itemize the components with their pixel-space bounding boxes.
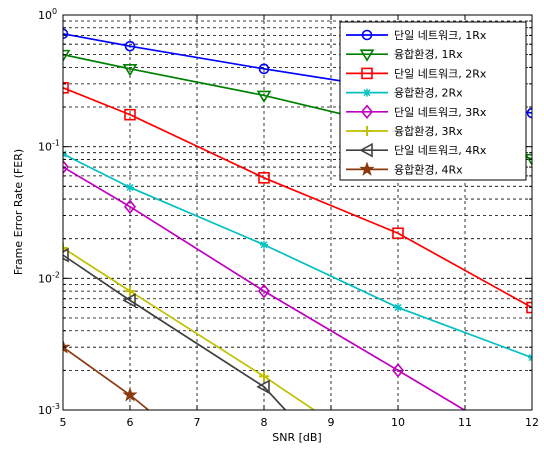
data-point: [526, 301, 532, 314]
legend-marker: [359, 49, 375, 62]
legend-item: 단일 네트워크, 4Rx: [346, 142, 487, 158]
series-3: [63, 81, 532, 314]
plot-frame: [62, 14, 533, 411]
series-4: [63, 149, 532, 362]
legend-label: 융합환경, 4Rx: [394, 163, 463, 176]
data-point: [126, 183, 134, 192]
data-point: [257, 283, 271, 299]
legend-item: 융합환경, 3Rx: [346, 125, 463, 138]
series-line-5: [63, 166, 467, 410]
legend-box: [339, 21, 527, 181]
legend-label: 단일 네트워크, 3Rx: [394, 105, 487, 119]
data-point: [63, 339, 71, 354]
legend: 단일 네트워크, 1Rx 융합환경, 1Rx 단일 네트워크, 2Rx 융합환경, 2…: [339, 21, 527, 181]
x-tick-label: 10: [391, 416, 405, 429]
x-tick-label: 11: [458, 416, 472, 429]
x-axis-label: SNR [dB]: [272, 431, 321, 444]
legend-marker: [361, 67, 373, 80]
data-point: [124, 108, 136, 121]
data-point: [258, 172, 270, 184]
legend-label: 단일 네트워크, 1Rx: [394, 28, 487, 42]
y-tick-label: 100: [38, 7, 57, 22]
data-point: [63, 159, 70, 175]
data-point: [122, 64, 138, 77]
x-tick-label: 6: [127, 416, 134, 429]
data-point: [63, 81, 69, 94]
series-5: [63, 159, 467, 410]
data-point: [122, 386, 138, 402]
y-tick-label: 10-1: [38, 139, 60, 154]
legend-label: 단일 네트워크, 4Rx: [394, 143, 487, 157]
y-tick-label: 10-2: [38, 270, 60, 285]
data-point: [259, 371, 269, 382]
data-point: [256, 90, 272, 103]
y-axis-label: Frame Error Rate (FER): [12, 149, 25, 275]
legend-item: 단일 네트워크, 2Rx: [346, 66, 487, 80]
data-point: [63, 242, 68, 253]
legend-marker: [363, 88, 371, 97]
x-tick-label: 7: [194, 416, 201, 429]
legend-label: 융합환경, 3Rx: [394, 125, 463, 138]
legend-marker: [360, 104, 374, 120]
legend-marker: [362, 126, 372, 136]
x-tick-label: 8: [261, 416, 268, 429]
series-7: [63, 247, 287, 410]
axis-ticks: 5 6 7 8 9 10 11 12 10-3 10-2 10-1 100: [38, 7, 539, 429]
series-line-6: [63, 247, 316, 410]
legend-item: 융합환경, 2Rx: [346, 87, 463, 100]
data-point: [394, 303, 402, 312]
series-line-3: [63, 87, 532, 309]
data-point: [125, 286, 135, 297]
data-point: [63, 247, 69, 263]
legend-label: 단일 네트워크, 2Rx: [394, 66, 487, 80]
data-point: [258, 63, 270, 75]
data-point: [122, 293, 136, 308]
data-point: [124, 40, 136, 52]
legend-item: 융합환경, 1Rx: [346, 48, 463, 62]
series-8: [63, 339, 150, 410]
x-tick-label: 12: [525, 416, 539, 429]
legend-marker: [359, 161, 375, 176]
x-tick-label: 5: [60, 416, 67, 429]
data-point: [256, 379, 270, 395]
legend-label: 융합환경, 2Rx: [394, 87, 463, 100]
data-point: [392, 227, 404, 240]
series-6: [63, 242, 316, 410]
legend-item: 단일 네트워크, 3Rx: [346, 104, 487, 120]
legend-item: 단일 네트워크, 1Rx: [346, 28, 487, 42]
data-point: [391, 363, 405, 378]
legend-label: 융합환경, 1Rx: [394, 48, 463, 61]
legend-marker: [359, 142, 373, 158]
y-tick-label: 10-3: [38, 402, 60, 417]
series-line-7: [63, 254, 287, 410]
data-point: [260, 240, 268, 249]
data-point: [63, 28, 69, 40]
x-tick-label: 9: [328, 416, 335, 429]
data-point: [63, 49, 71, 63]
data-point: [526, 107, 532, 119]
data-point: [123, 199, 137, 214]
legend-marker: [361, 29, 373, 41]
legend-item: 융합환경, 4Rx: [346, 161, 463, 176]
